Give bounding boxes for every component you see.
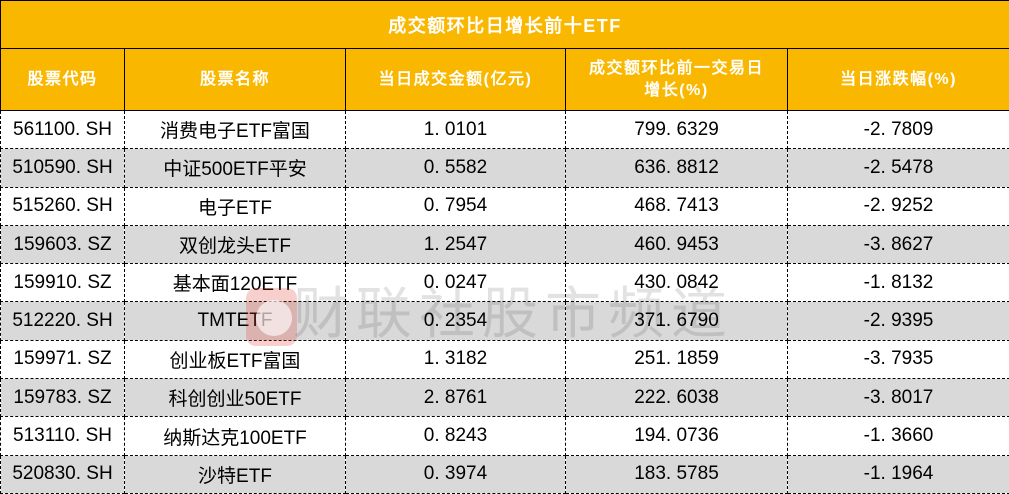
change-cell: -3. 8627 <box>786 224 1009 265</box>
growth-cell: 183. 5785 <box>565 454 788 494</box>
stock-code-cell: 520830. SH <box>0 454 125 494</box>
stock-code-cell: 159910. SZ <box>0 263 125 303</box>
table-row: 159603. SZ 双创龙头ETF 1. 2547 460. 9453 -3.… <box>0 224 1009 265</box>
turnover-cell: 0. 5582 <box>345 148 566 188</box>
stock-code-cell: 513110. SH <box>0 416 125 456</box>
stock-code-cell: 159603. SZ <box>0 224 125 265</box>
change-cell: -1. 3660 <box>786 416 1009 456</box>
change-cell: -1. 1964 <box>786 454 1009 494</box>
growth-cell: 460. 9453 <box>565 224 788 265</box>
growth-cell: 799. 6329 <box>565 109 788 150</box>
col-header-stock-code: 股票代码 <box>0 48 125 111</box>
stock-name-cell: TMTETF <box>124 301 346 341</box>
stock-code-cell: 561100. SH <box>0 109 125 150</box>
stock-name-cell: 中证500ETF平安 <box>124 148 346 188</box>
change-cell: -2. 5478 <box>786 148 1009 188</box>
growth-cell: 430. 0842 <box>565 263 788 303</box>
col-header-change: 当日涨跌幅(%) <box>786 48 1009 111</box>
table-row: 159783. SZ 科创创业50ETF 2. 8761 222. 6038 -… <box>0 378 1009 418</box>
table-row: 513110. SH 纳斯达克100ETF 0. 8243 194. 0736 … <box>0 416 1009 456</box>
turnover-cell: 0. 0247 <box>345 263 566 303</box>
stock-name-cell: 沙特ETF <box>124 454 346 494</box>
growth-cell: 194. 0736 <box>565 416 788 456</box>
turnover-cell: 0. 7954 <box>345 186 566 226</box>
table-row: 159971. SZ 创业板ETF富国 1. 3182 251. 1859 -3… <box>0 339 1009 380</box>
stock-name-cell: 双创龙头ETF <box>124 224 346 265</box>
growth-cell: 251. 1859 <box>565 339 788 380</box>
col-header-turnover: 当日成交金额(亿元) <box>345 48 566 111</box>
stock-name-cell: 纳斯达克100ETF <box>124 416 346 456</box>
turnover-cell: 0. 8243 <box>345 416 566 456</box>
turnover-cell: 0. 2354 <box>345 301 566 341</box>
turnover-cell: 1. 3182 <box>345 339 566 380</box>
stock-code-cell: 159783. SZ <box>0 378 125 418</box>
stock-name-cell: 电子ETF <box>124 186 346 226</box>
change-cell: -1. 8132 <box>786 263 1009 303</box>
col-header-stock-name: 股票名称 <box>124 48 346 111</box>
title-row: 成交额环比日增长前十ETF <box>0 0 1009 49</box>
col-header-growth: 成交额环比前一交易日 增长(%) <box>565 48 788 111</box>
column-header-row: 股票代码 股票名称 当日成交金额(亿元) 成交额环比前一交易日 增长(%) 当日… <box>0 48 1009 111</box>
stock-code-cell: 510590. SH <box>0 148 125 188</box>
change-cell: -2. 7809 <box>786 109 1009 150</box>
stock-code-cell: 159971. SZ <box>0 339 125 380</box>
change-cell: -2. 9252 <box>786 186 1009 226</box>
growth-cell: 468. 7413 <box>565 186 788 226</box>
turnover-cell: 1. 0101 <box>345 109 566 150</box>
turnover-cell: 0. 3974 <box>345 454 566 494</box>
stock-name-cell: 基本面120ETF <box>124 263 346 303</box>
growth-cell: 371. 6790 <box>565 301 788 341</box>
change-cell: -3. 8017 <box>786 378 1009 418</box>
change-cell: -2. 9395 <box>786 301 1009 341</box>
growth-cell: 222. 6038 <box>565 378 788 418</box>
table-row: 561100. SH 消费电子ETF富国 1. 0101 799. 6329 -… <box>0 109 1009 150</box>
stock-code-cell: 512220. SH <box>0 301 125 341</box>
table-row: 510590. SH 中证500ETF平安 0. 5582 636. 8812 … <box>0 148 1009 188</box>
table-title: 成交额环比日增长前十ETF <box>0 0 1009 49</box>
table-row: 159910. SZ 基本面120ETF 0. 0247 430. 0842 -… <box>0 263 1009 303</box>
table-row: 520830. SH 沙特ETF 0. 3974 183. 5785 -1. 1… <box>0 454 1009 494</box>
change-cell: -3. 7935 <box>786 339 1009 380</box>
stock-name-cell: 消费电子ETF富国 <box>124 109 346 150</box>
turnover-cell: 1. 2547 <box>345 224 566 265</box>
stock-code-cell: 515260. SH <box>0 186 125 226</box>
stock-name-cell: 创业板ETF富国 <box>124 339 346 380</box>
table-row: 512220. SH TMTETF 0. 2354 371. 6790 -2. … <box>0 301 1009 341</box>
stock-name-cell: 科创创业50ETF <box>124 378 346 418</box>
growth-cell: 636. 8812 <box>565 148 788 188</box>
table-row: 515260. SH 电子ETF 0. 7954 468. 7413 -2. 9… <box>0 186 1009 226</box>
turnover-cell: 2. 8761 <box>345 378 566 418</box>
